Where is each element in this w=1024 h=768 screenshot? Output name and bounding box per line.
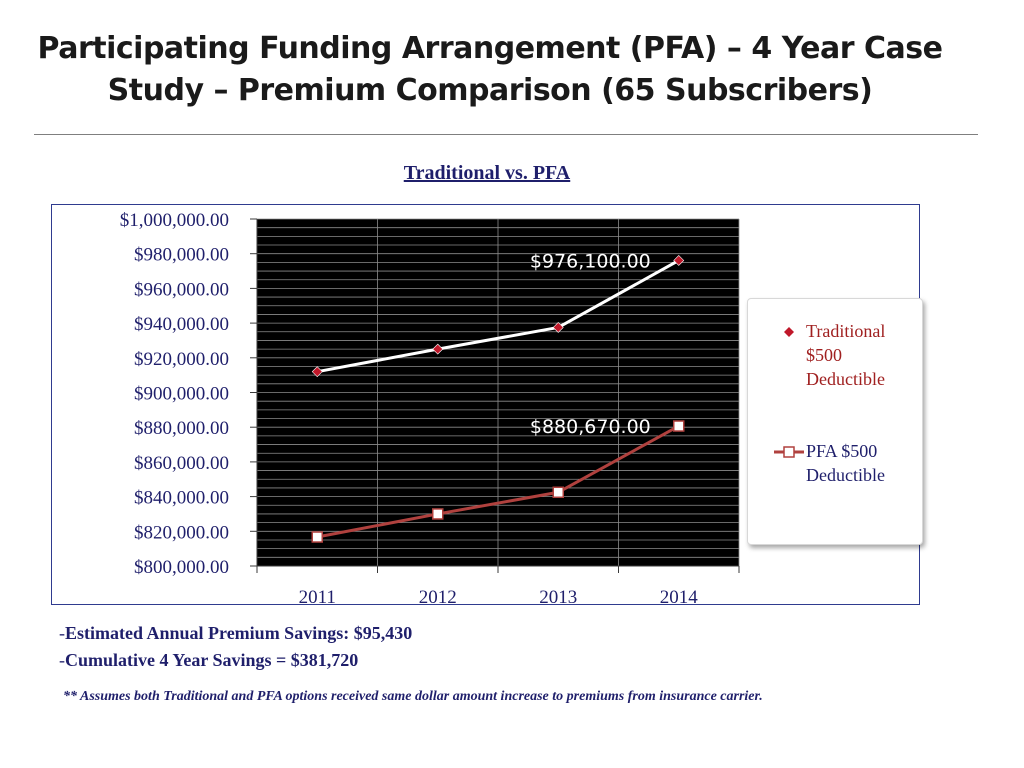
cumulative-savings-value: Cumulative 4 Year Savings = $381,720 <box>65 650 359 670</box>
chart-title: Traditional vs. PFA <box>403 162 571 184</box>
x-tick-label: 2011 <box>299 587 336 608</box>
bullet-dash: - <box>59 650 65 670</box>
y-tick-label: $820,000.00 <box>134 522 229 543</box>
traditional-data-point <box>552 322 564 333</box>
y-tick-label: $800,000.00 <box>134 557 229 578</box>
pfa-data-point <box>432 508 444 520</box>
annual-savings-text: -Estimated Annual Premium Savings: $95,4… <box>59 623 412 644</box>
legend-item-pfa: PFA $500 Deductible <box>774 439 916 487</box>
chart-legend: Traditional $500 Deductible PFA $500 Ded… <box>747 298 923 545</box>
cumulative-savings-text: -Cumulative 4 Year Savings = $381,720 <box>59 650 358 671</box>
data-label: $976,100.00 <box>530 250 651 272</box>
y-tick-label: $1,000,000.00 <box>120 210 229 231</box>
pfa-series-line <box>316 424 680 539</box>
pfa-data-point <box>673 420 685 432</box>
y-tick-label: $900,000.00 <box>134 384 229 405</box>
y-tick-label: $860,000.00 <box>134 453 229 474</box>
y-tick-label: $980,000.00 <box>134 245 229 266</box>
traditional-series-line <box>316 259 680 374</box>
annual-savings-value: Estimated Annual Premium Savings: $95,43… <box>65 623 413 643</box>
bullet-dash: - <box>59 623 65 643</box>
footnote: ** Assumes both Traditional and PFA opti… <box>63 689 763 704</box>
y-tick-label: $880,000.00 <box>134 418 229 439</box>
x-tick-label: 2012 <box>419 587 457 608</box>
legend-label-pfa: PFA $500 Deductible <box>806 441 885 485</box>
title-divider <box>34 134 978 135</box>
legend-item-traditional: Traditional $500 Deductible <box>774 319 916 391</box>
diamond-marker-icon <box>784 327 794 337</box>
x-tick-label: 2013 <box>539 587 577 608</box>
slide-title: Participating Funding Arrangement (PFA) … <box>37 31 943 108</box>
pfa-data-point <box>311 531 323 543</box>
data-label: $880,670.00 <box>530 416 651 438</box>
y-tick-label: $920,000.00 <box>134 349 229 370</box>
traditional-data-point <box>432 343 444 355</box>
y-tick-label: $940,000.00 <box>134 314 229 335</box>
traditional-data-point <box>311 366 323 378</box>
x-tick-label: 2014 <box>660 587 699 608</box>
square-marker-icon <box>774 446 804 458</box>
traditional-data-point <box>673 255 685 266</box>
y-tick-label: $960,000.00 <box>134 279 229 300</box>
legend-label-traditional: Traditional $500 Deductible <box>806 321 886 389</box>
y-tick-label: $840,000.00 <box>134 488 229 509</box>
pfa-data-point <box>552 486 564 499</box>
